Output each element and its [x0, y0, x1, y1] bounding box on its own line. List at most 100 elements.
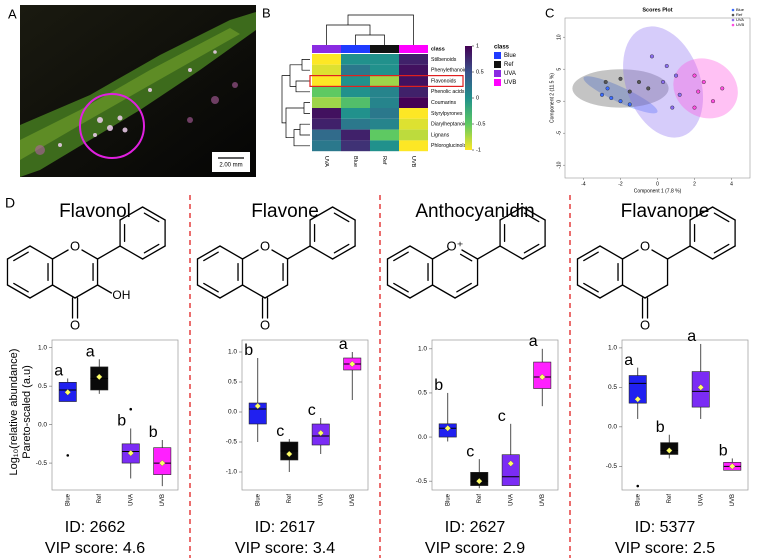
- bond: [286, 245, 311, 260]
- compound-name: Flavanone: [621, 201, 710, 222]
- column-class-bar: [399, 45, 428, 53]
- colorbar-tick-label: -0.5: [476, 121, 485, 127]
- mean: [507, 460, 514, 467]
- bond: [521, 206, 546, 221]
- bond: [409, 245, 434, 260]
- plot-frame: [564, 17, 751, 179]
- legend-label: UVA: [504, 71, 516, 77]
- y-tick-label: 0.0: [418, 434, 427, 441]
- bond: [666, 245, 691, 260]
- atom-label: O: [640, 317, 650, 332]
- score-point: [720, 86, 725, 91]
- double-bond: [393, 251, 409, 262]
- score-point: [692, 73, 697, 78]
- compound-id: ID: 2617: [255, 519, 316, 536]
- heatmap-cell: [312, 118, 341, 130]
- bond: [309, 206, 334, 221]
- y-tick-label: 0.0: [608, 424, 617, 431]
- legend-swatch: [494, 79, 501, 86]
- confidence-ellipse: [673, 58, 738, 119]
- bond: [219, 245, 244, 260]
- compound-id: ID: 2662: [65, 519, 126, 536]
- score-point: [627, 102, 632, 107]
- significance-letter: b: [719, 443, 728, 460]
- bond: [196, 245, 221, 260]
- double-bond: [333, 243, 350, 254]
- score-point: [701, 79, 706, 84]
- bond: [119, 245, 144, 260]
- significance-letter: c: [308, 402, 316, 419]
- legend-swatch: [494, 61, 501, 68]
- compound-name: Flavone: [251, 201, 319, 222]
- bond: [29, 284, 54, 299]
- bond: [461, 249, 479, 260]
- significance-letter: b: [434, 377, 443, 394]
- legend-marker: [731, 23, 735, 27]
- y-tick-label: -0.5: [416, 478, 428, 485]
- score-point: [609, 95, 614, 100]
- bond: [454, 284, 479, 299]
- mean: [254, 402, 261, 410]
- y-tick-label: 0.5: [228, 379, 237, 386]
- outlier: [66, 454, 70, 457]
- bond: [599, 245, 624, 260]
- heatmap-cell: [341, 118, 370, 130]
- heatmap-cell: [341, 54, 370, 65]
- bond: [6, 245, 31, 260]
- bond: [51, 284, 76, 299]
- heatmap-cell: [399, 54, 428, 65]
- bond: [689, 245, 714, 260]
- separator: [189, 195, 571, 558]
- score-point: [677, 92, 682, 97]
- significance-letter: a: [86, 343, 95, 360]
- atom-label: O: [70, 317, 80, 332]
- double-bond: [203, 251, 219, 262]
- row-label: Phenolic acids: [431, 89, 465, 95]
- highlight-box: [309, 74, 464, 87]
- row-label: Flavonoids: [431, 78, 456, 84]
- bond: [499, 245, 524, 260]
- significance-letter: c: [498, 408, 506, 425]
- score-point: [627, 89, 632, 94]
- x-tick-label: 0: [656, 181, 659, 187]
- bond: [644, 284, 669, 299]
- heatmap-cell: [341, 64, 370, 76]
- y-axis-label: Log₁₀(relative abundance): [8, 349, 20, 476]
- y-tick-label: 0.0: [228, 409, 237, 416]
- heatmap-cell: [341, 97, 370, 108]
- heatmap-cell: [312, 64, 341, 76]
- bond: [689, 206, 714, 221]
- heatmap-cell: [312, 129, 341, 141]
- score-point: [696, 89, 701, 94]
- atom-label: O: [640, 238, 650, 253]
- bond: [621, 249, 639, 260]
- y-axis-label: Pareto-scaled (a.u): [21, 365, 33, 459]
- heatmap-cell: [312, 97, 341, 108]
- x-tick-label: Ref: [477, 494, 483, 504]
- significance-letter: a: [624, 352, 633, 369]
- bond: [241, 249, 259, 260]
- legend-label: Ref: [504, 62, 514, 68]
- significance-letter: a: [339, 336, 348, 353]
- mean: [286, 450, 293, 458]
- heatmap-cell: [341, 86, 370, 98]
- heatmap-cell: [370, 86, 399, 98]
- legend-title: class: [494, 45, 510, 51]
- atom-label: O⁺: [447, 238, 464, 253]
- y-tick-label: -0.5: [606, 463, 618, 470]
- y-tick-label: 1.0: [608, 345, 617, 352]
- y-tick-label: -10: [556, 161, 562, 168]
- y-tick-label: 0.5: [38, 383, 47, 390]
- heatmap-cell: [312, 108, 341, 119]
- significance-letter: a: [687, 328, 696, 345]
- legend-label: Ref: [736, 12, 743, 17]
- x-tick-label: 2: [693, 181, 696, 187]
- x-tick-label: 4: [730, 181, 733, 187]
- vip-score: VIP score: 2.5: [615, 540, 715, 557]
- double-bond: [143, 212, 160, 223]
- score-point: [605, 86, 610, 91]
- row-label: Stilbenoids: [431, 57, 457, 63]
- double-bond: [143, 243, 160, 254]
- colorbar-tick-label: 0: [476, 95, 479, 101]
- heatmap-cell: [341, 75, 370, 87]
